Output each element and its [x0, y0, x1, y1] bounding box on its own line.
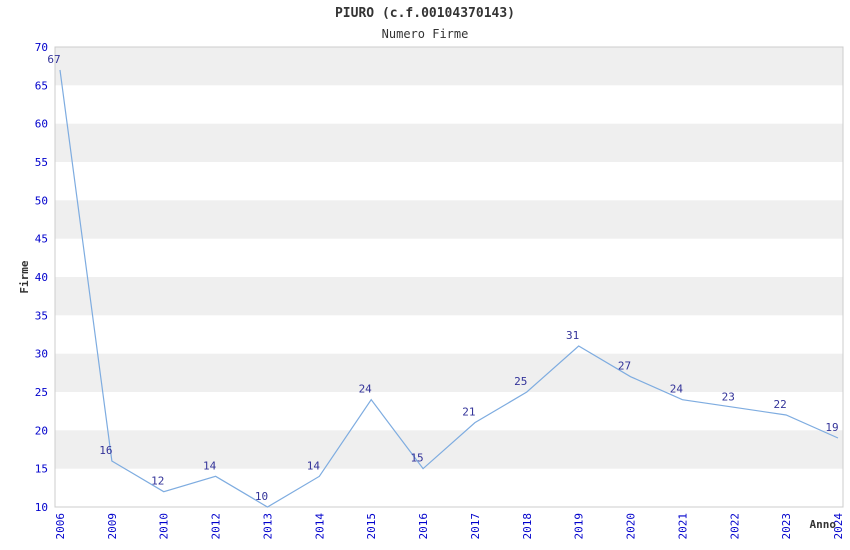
plot-band: [55, 430, 843, 469]
point-label: 23: [722, 390, 735, 403]
point-label: 25: [514, 375, 527, 388]
x-tick-label: 2006: [54, 513, 67, 540]
plot-border: [54, 46, 844, 508]
point-label: 15: [410, 452, 423, 465]
series-layer: [59, 69, 839, 508]
plot-band: [55, 123, 843, 162]
point-label: 24: [359, 383, 373, 396]
x-tick-label: 2009: [106, 513, 119, 540]
x-tick-label: 2022: [728, 513, 741, 540]
x-tick-label: 2018: [521, 513, 534, 540]
y-tick-label: 15: [35, 463, 48, 476]
x-tick-label: 2016: [417, 513, 430, 540]
x-tick-label: 2024: [832, 513, 845, 540]
y-tick-label: 60: [35, 118, 48, 131]
y-tick-label: 25: [35, 386, 48, 399]
point-label: 12: [151, 475, 164, 488]
y-tick-label: 45: [35, 233, 48, 246]
y-axis-label: Firme: [18, 260, 31, 293]
x-axis-label: Anno: [810, 518, 837, 531]
x-tick-label: 2021: [676, 513, 689, 540]
point-label: 67: [47, 53, 60, 66]
point-labels-layer: 67 16 12 14 10 14 24 15 21 25 31 27 24 23 22 19: [47, 53, 838, 503]
plot-band: [55, 47, 843, 86]
point-label: 10: [255, 490, 268, 503]
x-tick-label: 2017: [469, 513, 482, 540]
point-label: 19: [825, 421, 838, 434]
point-label: 27: [618, 360, 631, 373]
x-tick-label: 2015: [365, 513, 378, 540]
x-tick-label: 2019: [573, 513, 586, 540]
point-label: 14: [203, 459, 217, 472]
point-label: 24: [670, 383, 684, 396]
y-tick-label: 20: [35, 424, 48, 437]
chart-subtitle: Numero Firme: [381, 27, 469, 41]
x-tick-label: 2010: [158, 513, 171, 540]
y-tick-label: 65: [35, 79, 48, 92]
x-tick-label: 2023: [780, 513, 793, 540]
y-tick-label: 35: [35, 309, 48, 322]
x-tick-label: 2014: [313, 513, 326, 540]
plot-band: [55, 353, 843, 392]
y-tick-label: 10: [35, 501, 48, 514]
y-tick-label: 50: [35, 194, 48, 207]
axis-ticks-layer: 10 15 20 25 30 35 40 45 50 55 60 65 70 2006 2009 2010 20…: [35, 41, 845, 540]
y-tick-label: 40: [35, 271, 48, 284]
x-tick-label: 2013: [261, 513, 274, 540]
y-tick-label: 55: [35, 156, 48, 169]
x-tick-label: 2012: [210, 513, 223, 540]
plot-band: [55, 200, 843, 239]
point-label: 31: [566, 329, 579, 342]
x-tick-label: 2020: [625, 513, 638, 540]
chart-title: PIURO (c.f.00104370143): [334, 6, 515, 21]
point-label: 14: [307, 459, 321, 472]
series-line: [59, 69, 839, 508]
y-tick-label: 70: [35, 41, 48, 54]
plot-bands-layer: [54, 46, 844, 508]
point-label: 21: [462, 406, 475, 419]
plot-band: [55, 277, 843, 316]
y-tick-label: 30: [35, 348, 48, 361]
point-label: 22: [774, 398, 787, 411]
point-label: 16: [99, 444, 112, 457]
